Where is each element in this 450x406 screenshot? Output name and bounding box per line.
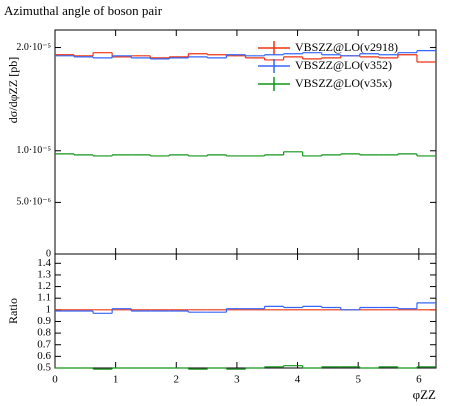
- y-tick-label: 0.8: [37, 327, 51, 339]
- y-tick-label: 0.6: [37, 350, 51, 362]
- y-tick-label: 1.3: [37, 268, 51, 280]
- ratio-axis-label: Ratio: [6, 298, 20, 324]
- y-tick-label: 1.4: [37, 257, 51, 269]
- y-tick-label: 1.1: [37, 292, 51, 304]
- chart-title: Azimuthal angle of boson pair: [4, 3, 163, 18]
- y-tick-label: 0.5: [37, 362, 51, 374]
- x-tick-label: 5: [355, 374, 361, 386]
- legend-label: VBSZZ@LO(v2918): [295, 40, 398, 54]
- x-tick-label: 1: [113, 374, 119, 386]
- y-tick-label: 5.0·10⁻⁶: [16, 197, 51, 208]
- x-tick-label: 2: [174, 374, 180, 386]
- legend-label: VBSZZ@LO(v352): [295, 58, 392, 72]
- legend-label: VBSZZ@LO(v35x): [295, 76, 392, 90]
- y-tick-label: 1.0·10⁻⁵: [16, 145, 51, 156]
- y-tick-label: 0.9: [37, 315, 51, 327]
- y-axis-label: dσ/dφZZ [pb]: [6, 57, 20, 123]
- x-tick-label: 3: [234, 374, 240, 386]
- x-tick-label: 4: [295, 374, 301, 386]
- x-tick-label: 0: [52, 374, 58, 386]
- y-tick-label: 0.7: [37, 338, 51, 350]
- x-axis-label: φZZ: [413, 387, 436, 402]
- y-tick-label: 2.0·10⁻⁵: [16, 42, 51, 53]
- y-tick-label: 1.2: [37, 280, 51, 292]
- y-tick-label: 1: [46, 303, 52, 315]
- y-tick-label: 0: [46, 248, 51, 259]
- x-tick-label: 6: [416, 374, 422, 386]
